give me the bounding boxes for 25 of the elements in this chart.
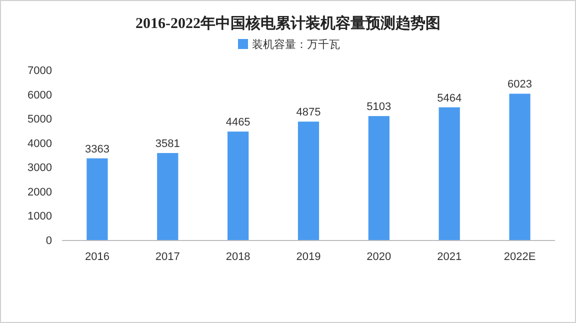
y-tick-label: 3000: [28, 162, 52, 174]
data-label: 3581: [155, 138, 180, 150]
title: 2016-2022年中国核电累计装机容量预测趋势图: [136, 16, 440, 32]
x-tick-label: 2021: [437, 251, 462, 263]
data-label: 4465: [226, 116, 250, 129]
data-label: 6023: [508, 78, 532, 91]
data-label: 5464: [437, 92, 462, 104]
y-tick-label: 0: [46, 235, 52, 247]
y-tick-label: 5000: [28, 114, 52, 126]
x-tick-label: 2018: [226, 251, 250, 263]
x-tick-label: 2016: [84, 251, 110, 263]
y-tick-label: 7000: [28, 65, 52, 77]
x-tick-label: 2022E: [504, 251, 536, 263]
data-label: 5103: [366, 101, 392, 114]
y-tick-label: 1000: [28, 210, 52, 223]
legend: 装机容量：万千瓦: [238, 39, 340, 51]
x-tick-label: 2020: [366, 251, 392, 263]
y-tick-label: 6000: [28, 89, 52, 102]
y-tick-label: 2000: [28, 186, 52, 198]
x-tick-label: 2017: [155, 251, 180, 263]
data-label: 3363: [84, 143, 110, 156]
y-tick-label: 4000: [28, 138, 52, 150]
x-tick-label: 2019: [296, 251, 321, 263]
legend-label: 装机容量：万千瓦: [252, 38, 340, 51]
data-label: 4875: [296, 106, 321, 119]
